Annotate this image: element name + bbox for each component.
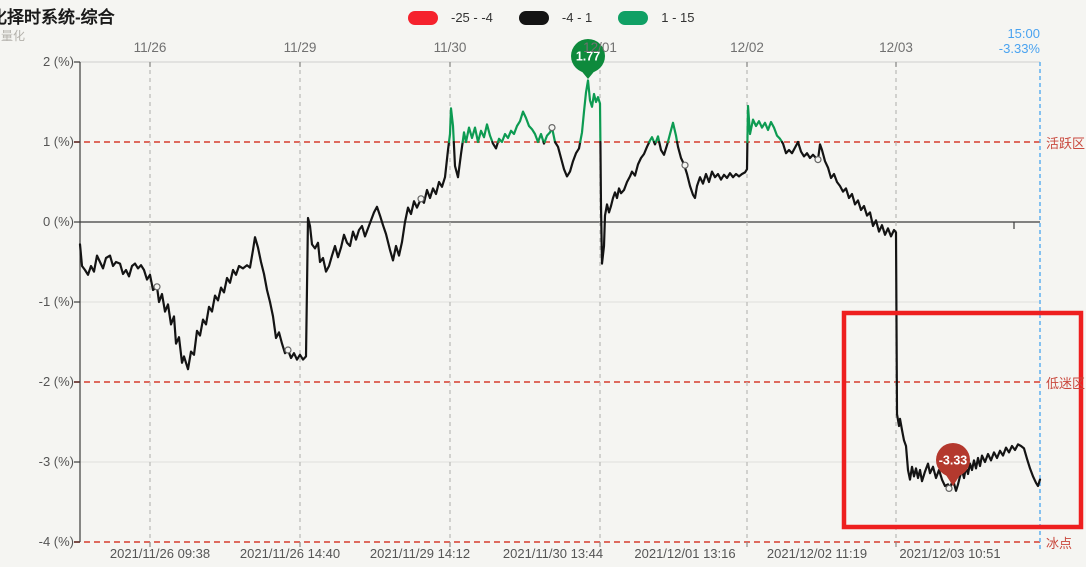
top-date-label: 12/01 — [583, 40, 617, 55]
y-tick-label: -3 (%) — [38, 454, 74, 469]
title-clipped-prefix: 化 — [0, 8, 7, 27]
svg-text:1.77: 1.77 — [576, 50, 600, 64]
zone-label: 冰点 — [1046, 536, 1073, 551]
svg-text:-3.33: -3.33 — [939, 454, 968, 468]
bottom-time-label: 2021/11/26 14:40 — [239, 546, 341, 561]
legend-item-0[interactable]: -25 - -4 — [408, 10, 493, 25]
legend: -25 - -4 -4 - 1 1 - 15 — [408, 10, 695, 25]
legend-item-2[interactable]: 1 - 15 — [618, 10, 695, 25]
legend-item-label: -25 - -4 — [451, 10, 493, 25]
bottom-time-label: 2021/12/01 13:16 — [634, 546, 736, 561]
bottom-time-label: 2021/11/26 09:38 — [109, 546, 211, 561]
y-tick-label: -1 (%) — [38, 294, 74, 309]
top-date-label: 11/29 — [283, 40, 317, 55]
top-date-label: 12/02 — [730, 40, 764, 55]
bottom-time-label: 2021/12/02 11:19 — [766, 546, 868, 561]
y-tick-label: -2 (%) — [38, 374, 74, 389]
current-change: -3.33% — [998, 41, 1040, 56]
y-tick-label: -4 (%) — [38, 534, 74, 549]
y-tick-label: 2 (%) — [42, 54, 74, 69]
title-text: 择时系统-综合 — [7, 8, 115, 27]
bottom-time-label: 2021/11/30 13:44 — [502, 546, 604, 561]
bottom-time-label: 2021/12/03 10:51 — [899, 546, 1001, 561]
bottom-time-label: 2021/11/29 14:12 — [369, 546, 471, 561]
legend-swatch-icon — [618, 10, 649, 25]
y-tick-label: 1 (%) — [42, 134, 74, 149]
top-date-label: 12/03 — [879, 40, 913, 55]
legend-swatch-icon — [518, 10, 549, 25]
legend-item-1[interactable]: -4 - 1 — [518, 10, 593, 25]
top-date-label: 11/26 — [133, 40, 167, 55]
zone-label: 活跃区 — [1046, 136, 1086, 151]
legend-item-label: -4 - 1 — [561, 10, 593, 25]
legend-swatch-icon — [408, 10, 438, 25]
page-subtitle: 量化 — [1, 29, 26, 43]
page-title: 化择时系统-综合 — [0, 3, 115, 28]
current-time: 15:00 — [1007, 26, 1040, 41]
current-readout: 15:00 -3.33% — [999, 26, 1040, 56]
legend-item-label: 1 - 15 — [661, 10, 695, 25]
top-date-label: 11/30 — [433, 40, 467, 55]
y-tick-label: 0 (%) — [42, 214, 74, 229]
zone-label: 低迷区 — [1046, 376, 1086, 391]
